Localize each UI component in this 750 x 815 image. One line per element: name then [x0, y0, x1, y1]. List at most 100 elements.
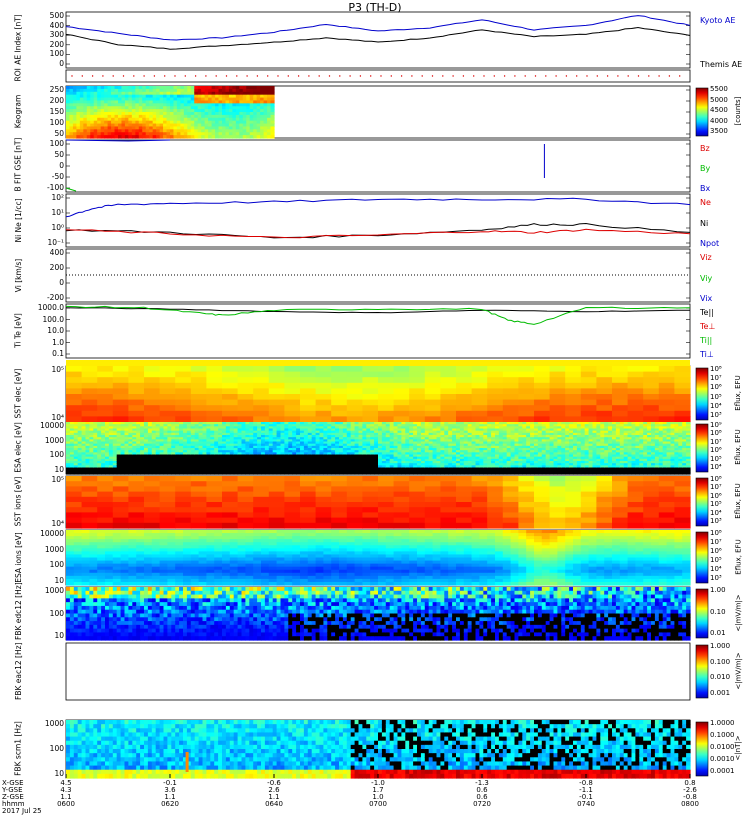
cbar-tick-esa_i: 10⁷ [710, 538, 722, 546]
roi-mark [679, 75, 680, 76]
cbar-tick-fbk_scm1: 0.0010 [710, 755, 735, 763]
roi-mark [545, 75, 546, 76]
ytick-esa_i: 1000 [45, 545, 64, 554]
ytick-fbk_edc12: 100 [50, 609, 64, 618]
ytick-ae: 400 [50, 21, 64, 30]
ytick-ae: 100 [50, 49, 64, 58]
footer-value: 0620 [161, 800, 179, 808]
legend-velocity: Viz [700, 253, 712, 262]
ytick-sst_e: 10⁵ [51, 365, 64, 374]
roi-mark [133, 75, 134, 76]
ytick-density: 10⁻¹ [47, 238, 64, 247]
ylabel-keogram: Keogram [14, 86, 23, 138]
colorbar-keogram [696, 88, 708, 136]
roi-mark [257, 75, 258, 76]
roi-mark [92, 75, 93, 76]
roi-mark [329, 75, 330, 76]
colorbar-fbk_edc12 [696, 589, 708, 638]
colorbar-sst_e [696, 368, 708, 420]
legend-bfgm: Bz [700, 144, 710, 153]
footer-value: 0700 [369, 800, 387, 808]
legend-bfgm: Bx [700, 184, 710, 193]
cbar-tick-fbk_edc12: 0.01 [710, 629, 726, 637]
roi-mark [504, 75, 505, 76]
footer-row-label: 2017 Jul 25 [2, 807, 42, 815]
ytick-density: 10¹ [51, 208, 64, 217]
roi-mark [277, 75, 278, 76]
roi-mark [236, 75, 237, 76]
roi-mark [339, 75, 340, 76]
ytick-keogram: 150 [50, 107, 64, 116]
roi-mark [113, 75, 114, 76]
ytick-density: 10⁰ [51, 223, 64, 232]
cbar-tick-sst_i: 10⁷ [710, 483, 722, 491]
legend-density: Npot [700, 239, 719, 248]
ytick-density: 10² [51, 193, 64, 202]
roi-mark [391, 75, 392, 76]
cbar-unit-esa_e: Eflux, EFU [734, 421, 742, 473]
cbar-tick-sst_e: 10⁴ [710, 402, 722, 410]
cbar-tick-fbk_scm1: 0.0001 [710, 767, 735, 775]
roi-mark [566, 75, 567, 76]
cbar-tick-esa_e: 10⁸ [710, 429, 722, 437]
roi-mark [658, 75, 659, 76]
sst-elec-spectrogram [66, 366, 691, 423]
ytick-velocity: 400 [50, 248, 64, 257]
ylabel-temp: Ti Te [eV] [14, 304, 23, 358]
cbar-tick-fbk_scm1: 0.0100 [710, 743, 735, 751]
ylabel-velocity: Vi [km/s] [14, 249, 23, 302]
ytick-bfgm: -100 [47, 183, 64, 192]
ytick-temp: 100.0 [43, 315, 64, 324]
roi-mark [514, 75, 515, 76]
keogram-image [66, 86, 275, 139]
roi-mark [648, 75, 649, 76]
legend-ae: Themis AE [700, 60, 742, 69]
roi-mark [452, 75, 453, 76]
legend-velocity: Viy [700, 274, 712, 283]
cbar-tick-esa_e: 10⁶ [710, 446, 722, 454]
cbar-unit-fbk_eac12: <|mV/m|> [734, 642, 742, 699]
ytick-esa_i: 100 [50, 560, 64, 569]
roi-mark [143, 75, 144, 76]
cbar-tick-esa_i: 10⁵ [710, 556, 722, 564]
panel-frame-bfgm [66, 140, 690, 192]
cbar-tick-fbk_eac12: 0.010 [710, 673, 730, 681]
cbar-unit-keogram: [counts] [734, 85, 742, 137]
footer-value: 0640 [265, 800, 283, 808]
roi-mark [525, 75, 526, 76]
ytick-esa_e: 1000 [45, 436, 64, 445]
ytick-fbk_edc12: 10 [54, 631, 64, 640]
roi-mark [102, 75, 103, 76]
roi-mark [597, 75, 598, 76]
roi-mark [432, 75, 433, 76]
ytick-esa_i: 10000 [40, 529, 64, 538]
ytick-bfgm: 100 [50, 139, 64, 148]
roi-mark [483, 75, 484, 76]
roi-mark [473, 75, 474, 76]
cbar-tick-esa_i: 10⁸ [710, 529, 722, 537]
roi-mark [123, 75, 124, 76]
cbar-tick-sst_e: 10⁵ [710, 393, 722, 401]
roi-mark [586, 75, 587, 76]
cbar-tick-fbk_scm1: 0.1000 [710, 731, 735, 739]
roi-mark [535, 75, 536, 76]
te-par-line [66, 308, 690, 313]
ylabel-density: Ni Ne [1/cc] [14, 194, 23, 247]
ytick-esa_e: 100 [50, 450, 64, 459]
roi-mark [82, 75, 83, 76]
roi-mark [195, 75, 196, 76]
roi-mark [174, 75, 175, 76]
ytick-ae: 200 [50, 40, 64, 49]
ylabel-fbk_edc12: FBK edc12 [Hz] [14, 587, 23, 640]
panel-frame-fbk_eac12 [66, 643, 690, 700]
colorbar-sst_i [696, 478, 708, 526]
ylabel-esa_e: ESA elec [eV] [14, 422, 23, 474]
roi-mark [442, 75, 443, 76]
roi-mark [463, 75, 464, 76]
legend-ae: Kyoto AE [700, 16, 735, 25]
esa-elec-spectrogram [66, 422, 691, 475]
roi-mark [494, 75, 495, 76]
cbar-tick-esa_i: 10⁴ [710, 565, 722, 573]
cbar-tick-fbk_eac12: 0.100 [710, 658, 730, 666]
